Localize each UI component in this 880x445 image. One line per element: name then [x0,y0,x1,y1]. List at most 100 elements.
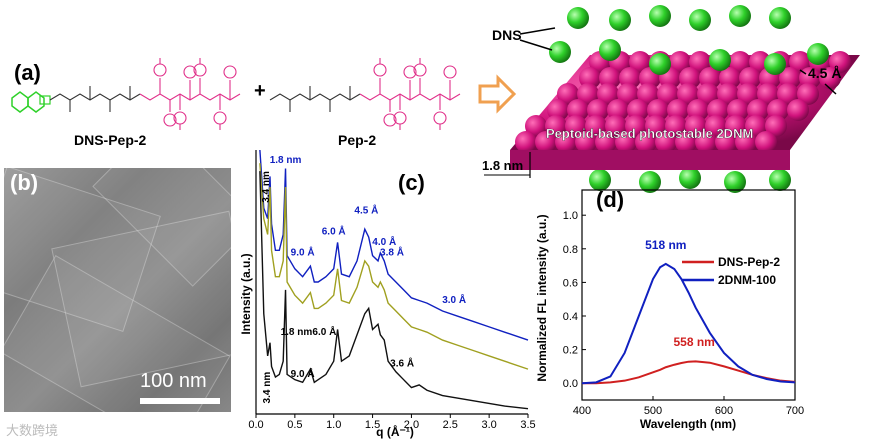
peptoid-sphere [689,51,711,73]
dns-sphere [729,5,751,27]
legend-label-2dnm-100: 2DNM-100 [718,273,776,287]
peptoid-sphere [599,67,621,89]
xrd-x-tick-label: 0.5 [287,419,302,431]
xrd-y-axis-label: Intensity (a.u.) [239,253,253,334]
peptoid-sphere [699,67,721,89]
fl-series-line-0 [582,360,796,385]
peptoid-sphere [719,67,741,89]
peptoid-sphere [657,83,679,105]
tem-image [4,168,231,412]
plus-sign: + [254,80,266,102]
dns-sphere [649,53,671,75]
dns-sphere [709,49,731,71]
peptoid-sphere [777,83,799,105]
xrd-peak-label: 6.0 Å [312,325,336,338]
peptoid-sphere [637,83,659,105]
peptoid-sphere [767,99,789,121]
peptoid-sphere [779,67,801,89]
fl-plot-frame [581,189,796,401]
peptoid-sphere [829,51,851,73]
fl-y-tick-label: 0.8 [563,244,578,256]
dns-sphere [769,7,791,29]
dns-label: DNS [492,27,522,43]
dns-sphere [599,39,621,61]
molecule-structures [11,58,517,130]
peptoid-sphere [705,115,727,137]
peptoid-sphere [697,83,719,105]
peptoid-sphere [565,115,587,137]
fl-y-tick-label: 0.4 [563,311,578,323]
dns-sphere [769,169,791,191]
peptoid-sphere [819,67,841,89]
peptoid-sphere [747,99,769,121]
layer-spacing-label: 4.5 Å [808,65,841,81]
xrd-peak-label: 9.0 Å [291,246,315,259]
peptoid-sphere [737,83,759,105]
peptoid-sphere [525,115,547,137]
fl-y-tick-label: 0.2 [563,345,578,357]
peptoid-sphere [617,83,639,105]
peptoid-sphere [587,99,609,121]
peptoid-sphere [669,51,691,73]
peptoid-sphere [645,115,667,137]
peptoid-sphere [727,99,749,121]
peptoid-sphere [789,51,811,73]
xrd-peak-label: 9.0 Å [291,367,315,380]
panel-b-letter: (b) [10,170,39,195]
xrd-peak-label: 6.0 Å [322,224,346,237]
peptoid-sphere [797,83,819,105]
peptoid-sphere [535,131,557,153]
xrd-x-tick-label: 3.5 [520,419,535,431]
peptoid-sphere [579,67,601,89]
peptoid-sphere [675,131,697,153]
xrd-x-tick-label: 0.0 [248,419,263,431]
peptoid-sphere [555,131,577,153]
xrd-x-tick-label: 3.0 [481,419,496,431]
fl-y-tick-label: 1.0 [563,210,578,222]
dns-sphere [589,169,611,191]
peptoid-sphere [595,131,617,153]
peptoid-sphere [597,83,619,105]
molecule-label-dns-pep-2: DNS-Pep-2 [74,132,147,148]
xrd-peak-label: 1.8 nm [281,327,313,338]
molecule-label-pep-2: Pep-2 [338,132,377,148]
peptoid-sphere [745,115,767,137]
peptoid-sphere [547,99,569,121]
xrd-x-tick-label: 2.0 [404,419,419,431]
fl-peak-label: 518 nm [645,238,686,252]
fl-series-line-1 [581,262,796,385]
dns-sphere [549,41,571,63]
peptoid-sphere [687,99,709,121]
fl-x-axis-label: Wavelength (nm) [640,417,736,431]
peptoid-sphere [625,115,647,137]
pep-2-backbone-icon [269,58,461,130]
sheet-thickness-label: 1.8 nm [482,158,523,173]
dns-sphere [649,5,671,27]
peptoid-sphere [685,115,707,137]
xrd-peak-label: 3.0 Å [442,293,466,306]
peptoid-sphere [725,115,747,137]
peptoid-sphere [677,83,699,105]
peptoid-sphere [647,99,669,121]
legend-label-dns-pep-2: DNS-Pep-2 [718,255,780,269]
dns-sphere [679,167,701,189]
fl-peak-label: 558 nm [674,335,715,349]
peptoid-sphere [627,99,649,121]
peptoid-sphere [755,131,777,153]
dns-sphere [807,43,829,65]
peptoid-sphere [679,67,701,89]
xrd-peak-label: 4.5 Å [354,203,378,216]
peptoid-sphere [575,131,597,153]
peptoid-sphere [557,83,579,105]
dns-pep-2-backbone-icon [49,58,241,130]
fl-y-tick-label: 0.0 [563,378,578,390]
dns-sphere [689,9,711,31]
fl-x-tick-label: 400 [573,405,591,417]
peptoid-sphere [585,115,607,137]
xrd-x-tick-label: 2.5 [443,419,458,431]
peptoid-sphere [715,131,737,153]
xrd-peak-label: 3.4 nm [262,372,273,404]
peptoid-sphere [665,115,687,137]
dns-sphere [764,53,786,75]
xrd-series-line-2 [259,171,529,410]
